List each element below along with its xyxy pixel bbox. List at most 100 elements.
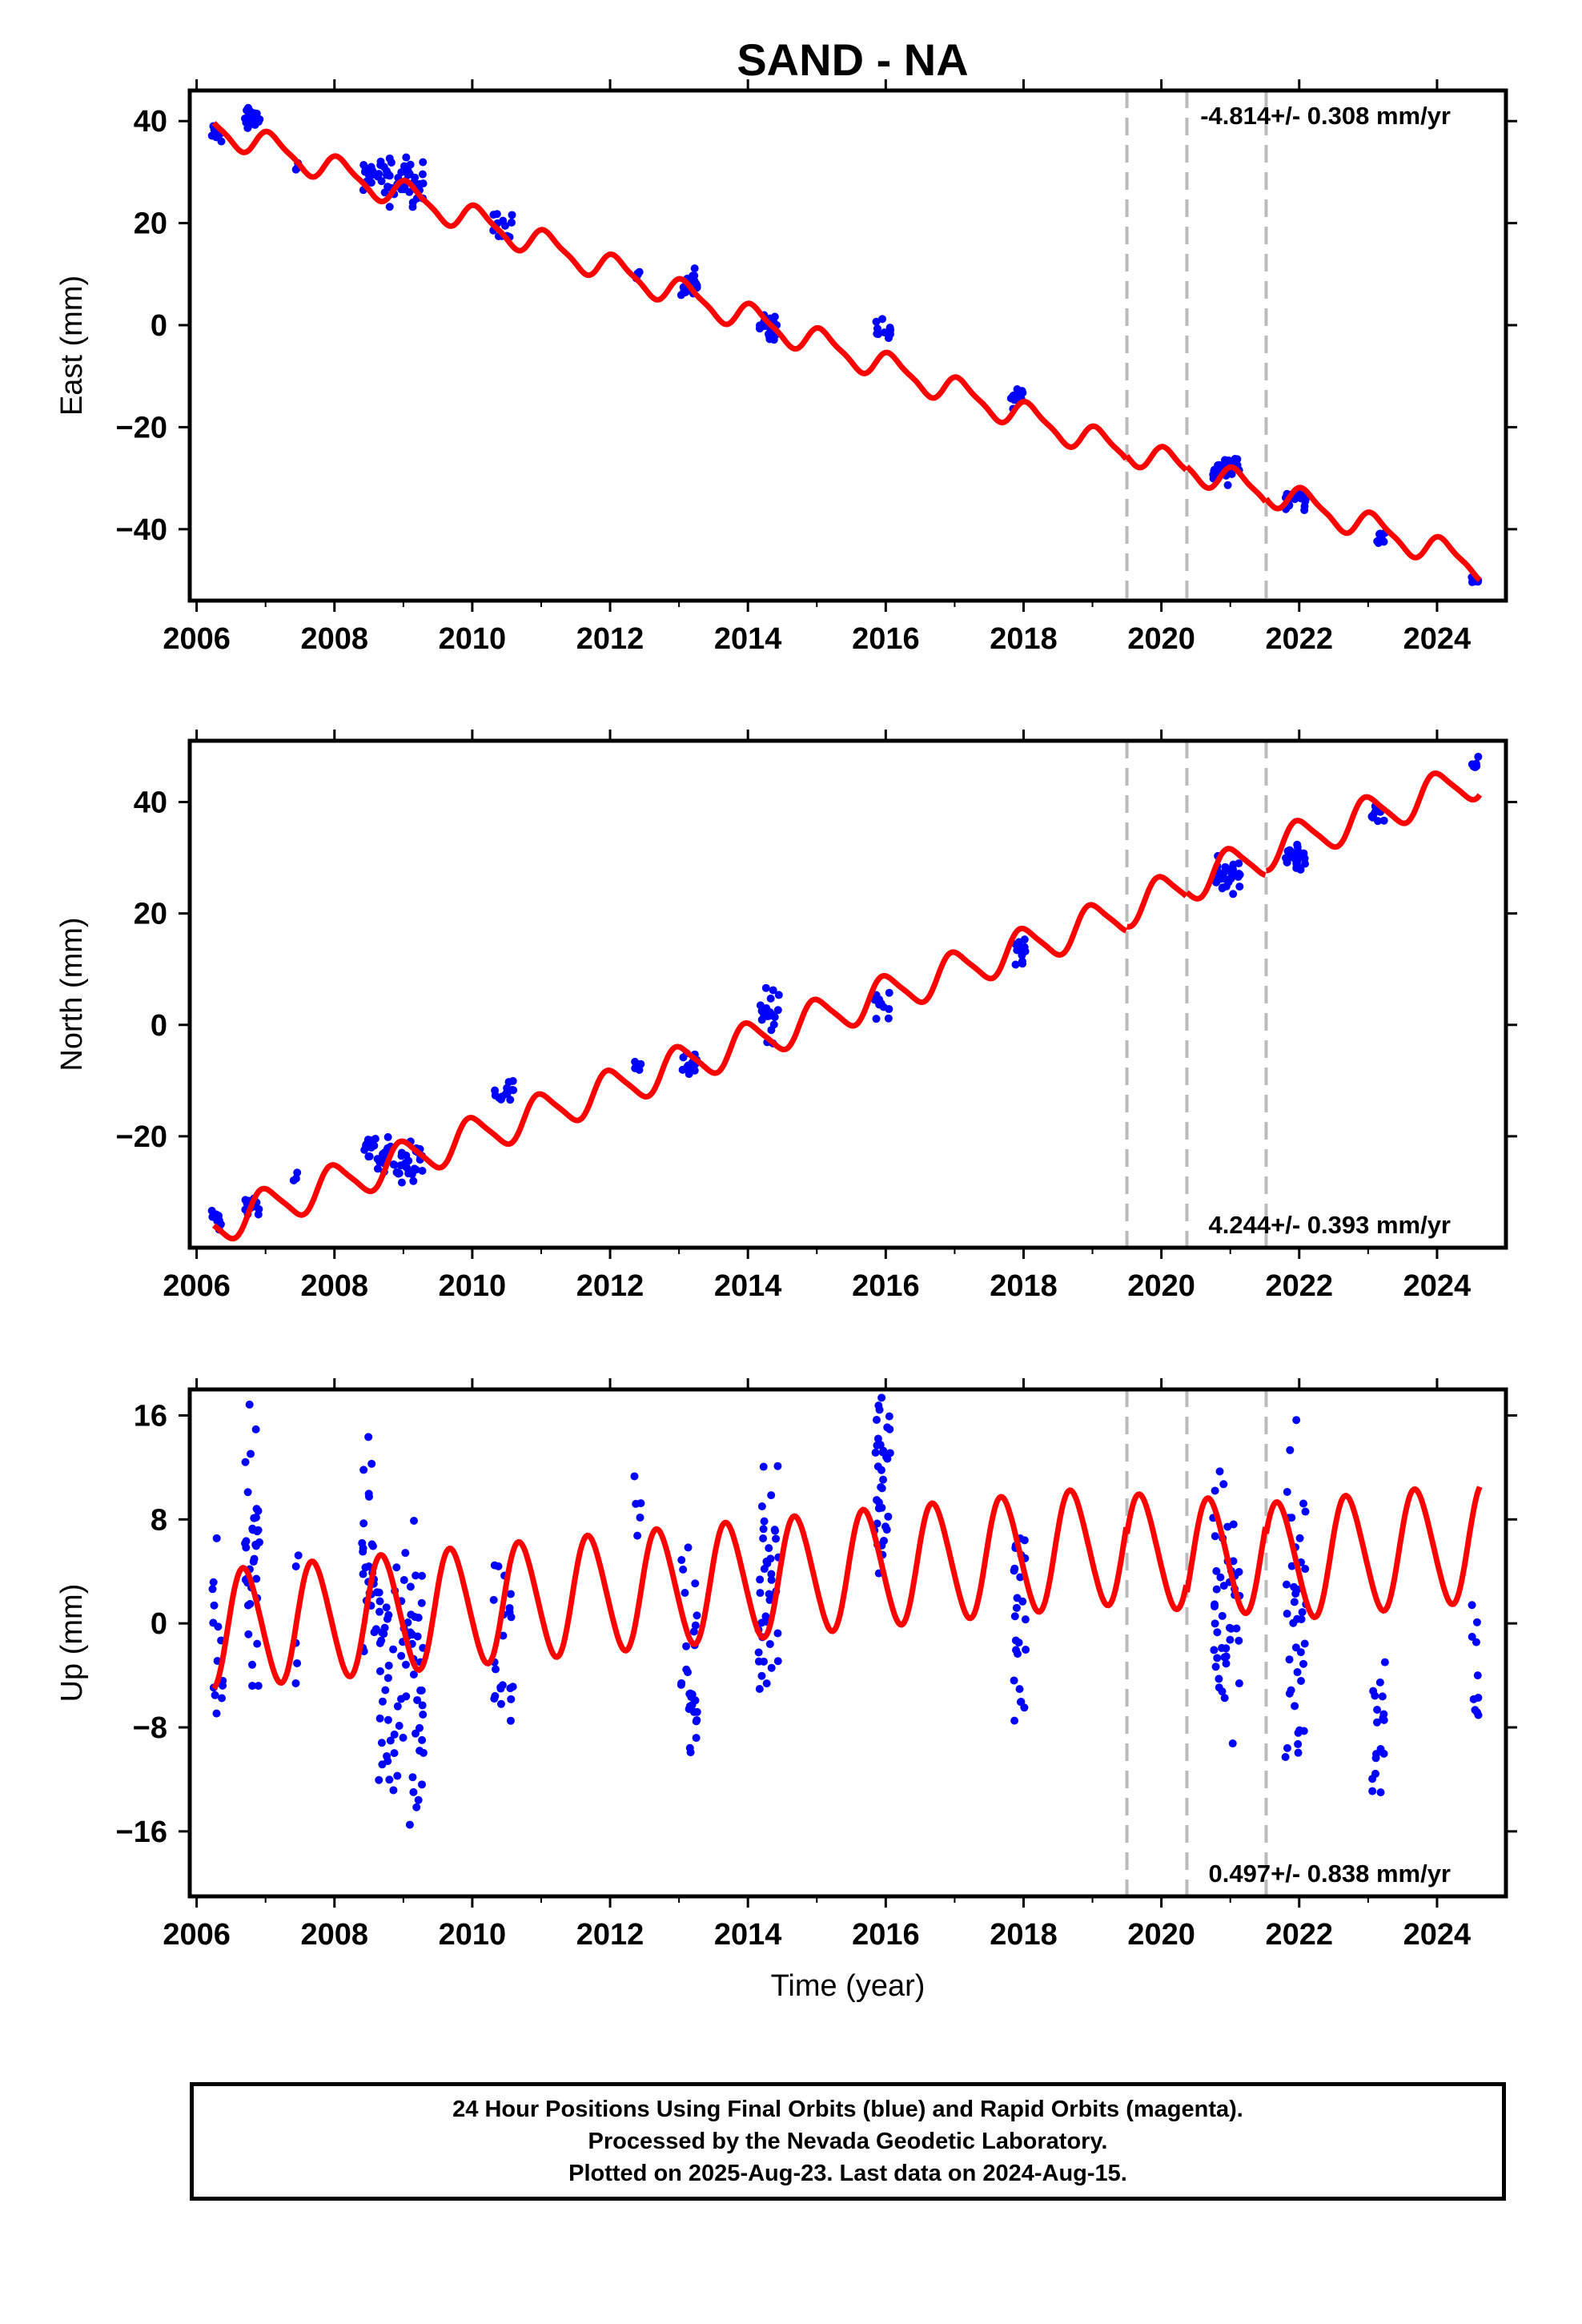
data-point (1375, 1678, 1384, 1687)
data-point (1286, 1445, 1295, 1454)
data-point (879, 1475, 888, 1484)
data-point (883, 1454, 892, 1463)
data-point (773, 1629, 782, 1638)
data-point (415, 1723, 424, 1732)
data-point (405, 1820, 414, 1829)
data-point (1218, 1687, 1227, 1696)
data-point (1215, 1467, 1224, 1476)
y-tick-label: 20 (134, 207, 167, 241)
data-point (1022, 1646, 1030, 1655)
data-point (409, 1176, 418, 1185)
data-point (1212, 878, 1221, 887)
data-point (770, 1012, 779, 1021)
data-point (404, 1618, 412, 1627)
data-point (1292, 1416, 1301, 1425)
data-point (1376, 1788, 1385, 1797)
data-point (762, 1557, 771, 1566)
y-tick-label: −16 (116, 1815, 167, 1849)
data-point (1020, 943, 1029, 951)
data-point (885, 324, 894, 332)
data-point (1285, 1655, 1294, 1664)
data-point (418, 170, 427, 179)
data-point (755, 1684, 764, 1693)
data-point (399, 1733, 408, 1742)
x-tick-label: 2010 (439, 622, 507, 656)
data-point (1219, 1582, 1228, 1590)
data-point (1226, 866, 1235, 875)
data-point (250, 1514, 259, 1522)
data-point (1293, 1668, 1302, 1677)
data-point (1013, 384, 1022, 393)
data-point (212, 1709, 221, 1718)
data-point (1218, 1611, 1227, 1620)
data-point (416, 1686, 425, 1695)
data-point (1371, 1750, 1380, 1759)
y-axis-label: East (mm) (55, 275, 89, 416)
data-point (685, 1070, 693, 1079)
data-point (375, 1714, 384, 1723)
data-point (397, 1651, 406, 1660)
data-point (762, 1679, 771, 1688)
y-tick-label: 0 (151, 1607, 167, 1641)
data-point (506, 1716, 515, 1725)
x-tick-label: 2006 (163, 1269, 231, 1303)
y-tick-label: −40 (116, 513, 167, 547)
x-tick-label: 2012 (576, 622, 644, 656)
x-tick-label: 2024 (1403, 1918, 1472, 1952)
data-point (1010, 1566, 1018, 1575)
data-point (1369, 1687, 1378, 1695)
data-point (1294, 1739, 1303, 1748)
data-point (633, 1531, 642, 1540)
data-point (491, 1086, 500, 1095)
data-point (761, 1612, 770, 1621)
data-point (503, 1084, 512, 1092)
data-point (767, 1026, 776, 1035)
x-tick-label: 2016 (852, 1918, 920, 1952)
data-point (1227, 469, 1236, 478)
x-tick-label: 2014 (714, 1918, 782, 1952)
data-point (1295, 1534, 1304, 1542)
data-point (1300, 1639, 1309, 1648)
data-point (884, 1512, 893, 1521)
data-point (215, 1216, 223, 1224)
data-point (884, 1014, 893, 1023)
data-point (870, 995, 879, 1004)
data-point (1020, 935, 1029, 944)
data-point (390, 1730, 399, 1739)
data-point (384, 1661, 393, 1670)
data-point (1235, 1567, 1243, 1576)
data-point (411, 1613, 420, 1622)
data-point (401, 1549, 410, 1558)
data-point (692, 1734, 701, 1743)
data-point (1368, 813, 1377, 822)
data-point (682, 1642, 691, 1651)
data-point (364, 1492, 373, 1501)
data-point (375, 170, 383, 179)
data-point (209, 1618, 218, 1627)
data-point (1301, 1507, 1310, 1516)
data-point (765, 1544, 773, 1553)
data-point (1468, 1601, 1476, 1610)
plot-frame (187, 88, 1508, 603)
x-tick-label: 2024 (1403, 1269, 1472, 1303)
data-point (374, 1155, 383, 1164)
data-point (489, 1595, 498, 1604)
data-point (378, 1697, 387, 1706)
data-point (358, 1538, 367, 1547)
data-point (1379, 1710, 1388, 1719)
data-point (1296, 494, 1305, 503)
data-point (408, 1773, 417, 1782)
data-point (1372, 1718, 1381, 1727)
y-tick-label: 40 (134, 105, 167, 139)
data-point (367, 1459, 376, 1468)
data-point (413, 1632, 422, 1641)
data-point (1299, 1659, 1308, 1668)
y-tick-label: 20 (134, 898, 167, 931)
y-axis-label: Up (mm) (55, 1584, 89, 1703)
data-point (1018, 1597, 1027, 1606)
data-point (241, 1539, 250, 1548)
caption-line-1: 24 Hour Positions Using Final Orbits (bl… (452, 2097, 1243, 2122)
data-point (1375, 529, 1384, 538)
data-point (1220, 1694, 1229, 1703)
data-point (1223, 1522, 1232, 1531)
